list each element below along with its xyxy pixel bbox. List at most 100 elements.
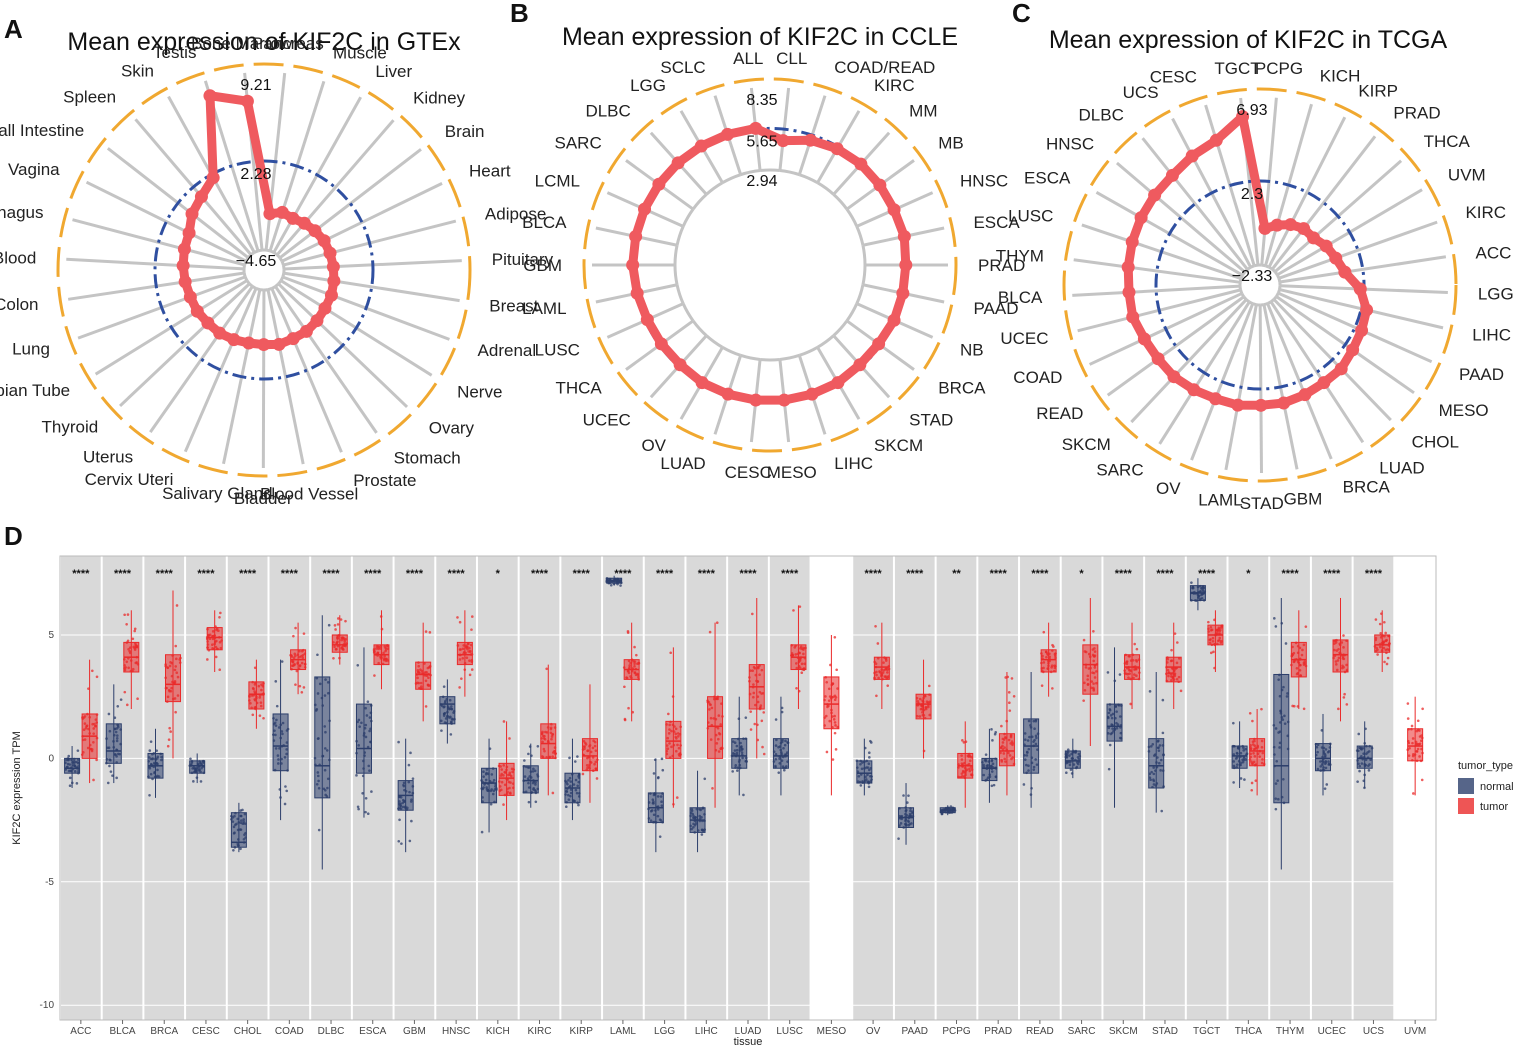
inner-arc [691,319,708,337]
tumor-point [253,666,257,670]
data-point [178,275,192,289]
category-label: THYM [996,247,1044,266]
normal-point [316,653,319,657]
normal-point [407,763,411,767]
x-tick-label: GBM [403,1026,426,1037]
significance-label: **** [739,568,757,580]
normal-box [1273,673,1290,804]
tumor-box [331,634,348,653]
data-point [227,333,241,347]
normal-point [285,789,289,793]
category-label: PRAD [1393,104,1440,123]
tumor-point [835,668,838,672]
tumor-box [1040,649,1057,673]
normal-point [576,755,579,758]
inner-arc [845,303,859,322]
category-label: CHOL [1412,433,1459,452]
tumor-point [133,627,137,631]
normal-point [357,807,360,811]
normal-point [619,584,622,587]
tumor-point [470,615,474,618]
category-label: HNSC [960,171,1008,190]
category-label: Colon [0,295,39,314]
tissue-background [769,556,810,1020]
normal-point [564,805,568,808]
tumor-point [126,639,130,643]
category-label: THCA [1424,132,1471,151]
data-point [1329,251,1343,265]
normal-point [949,805,953,808]
tumor-point [294,626,297,630]
radar-panel-gtex: A Mean expression of KIF2C in GTEx 9.21 2.2… [0,14,554,508]
category-label: UCEC [1000,329,1048,348]
normal-point [68,776,72,780]
normal-point [283,802,287,806]
spoke [274,285,378,434]
normal-point [534,800,538,804]
tumor-point [749,710,753,713]
category-label: ALL [733,49,763,68]
category-label: PAAD [973,299,1018,318]
normal-point [1232,781,1235,784]
panel-letter: A [4,14,23,44]
normal-point [408,839,412,843]
category-label: LUAD [660,454,705,473]
tumor-point [669,651,672,655]
tumor-point [424,630,428,633]
tumor-point [825,750,829,754]
normal-point [1358,769,1361,773]
data-point [1134,211,1148,225]
category-label: LGG [1478,285,1514,304]
significance-label: **** [1281,568,1299,580]
tumor-box [456,641,473,666]
normal-point [449,733,453,736]
category-label: GBM [523,256,562,275]
tumor-box [540,723,557,759]
y-tick-label: 0 [48,753,54,764]
category-label: Brain [445,122,485,141]
normal-point [397,839,401,843]
tumor-point [1250,781,1254,785]
normal-point [780,710,784,714]
normal-point [991,739,994,742]
data-point [830,142,844,156]
x-tick-label: KIRC [528,1026,552,1037]
x-tick-label: UVM [1404,1026,1426,1037]
tumor-point [373,674,376,677]
data-point [873,178,887,192]
legend-swatch-normal [1458,778,1474,794]
inner-arc [740,353,761,361]
category-label: Bone Marrow [191,34,293,53]
tumor-point [131,637,135,641]
tumor-point [218,668,222,672]
tumor-point [833,731,837,735]
normal-point [106,781,110,785]
significance-label: **** [1323,568,1341,580]
tumor-box [248,681,265,710]
panel-letter: B [510,0,529,28]
tumor-point [262,716,265,720]
spoke [1271,135,1377,271]
normal-point [1367,769,1371,772]
inner-arc [721,173,742,185]
data-point [853,358,867,372]
tumor-point [1386,656,1390,660]
tumor-point [1010,677,1014,680]
data-point [183,290,197,304]
spoke [66,257,245,271]
data-point [190,304,204,318]
x-tick-label: LUSC [776,1026,803,1037]
normal-box [981,757,998,782]
tumor-point [1412,792,1415,795]
tumor-point [1251,719,1254,723]
x-tick-label: UCS [1363,1026,1384,1037]
tumor-point [424,705,428,708]
inner-arc [691,193,708,211]
tumor-point [635,653,638,657]
tumor-box [1249,738,1266,767]
data-point [776,134,790,148]
tissue-background [894,556,935,1020]
scale-label-min: −4.65 [236,253,277,270]
inner-arc [265,248,271,253]
tumor-box [1082,644,1099,695]
